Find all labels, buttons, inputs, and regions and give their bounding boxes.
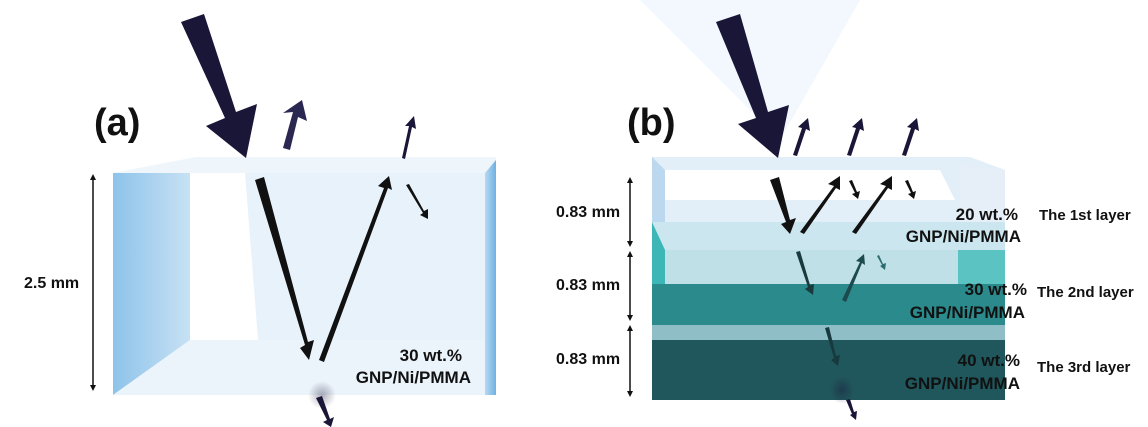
panel-b-label: (b) — [627, 102, 676, 144]
panel-a-label: (a) — [94, 102, 140, 144]
internal-reflection-arrow-b2 — [852, 176, 892, 234]
internal-reflection-arrow-b1 — [800, 176, 840, 234]
layer-2-name: The 2nd layer — [1037, 284, 1134, 301]
layer-2-material-line1: 30 wt.% — [965, 280, 1027, 299]
block-a — [113, 157, 496, 395]
incident-arrow-a — [181, 14, 257, 158]
layer-3-material-line2: GNP/Ni/PMMA — [905, 374, 1020, 393]
layer-2-material-line2: GNP/Ni/PMMA — [910, 303, 1025, 322]
re-reflected-arrow-b1 — [849, 180, 860, 199]
internal-reflection-arrow-a — [319, 176, 392, 362]
re-reflected-arrow-b2 — [905, 180, 916, 199]
layer-3-material-line1: 40 wt.% — [958, 351, 1020, 370]
layer-3-thickness-label: 0.83 mm — [556, 351, 620, 368]
transmitted-arrow-layer2 — [796, 251, 814, 295]
re-reflected-arrow-b3 — [877, 255, 886, 270]
panel-a: (a) 2.5 mm 30 wt.% GNP/Ni/PMMA — [24, 14, 496, 427]
layer-1-material-line2: GNP/Ni/PMMA — [906, 227, 1021, 246]
reflected-arrow-a — [283, 100, 307, 150]
re-reflected-arrow-a — [406, 184, 428, 219]
internal-reflection-arrow-b3 — [842, 254, 865, 302]
layer-1-thickness-label: 0.83 mm — [556, 204, 620, 221]
transmitted-arrow-layer1 — [770, 177, 796, 234]
material-label-a-line1: 30 wt.% — [400, 346, 462, 365]
material-label-a-line2: GNP/Ni/PMMA — [356, 368, 471, 387]
thickness-label-a: 2.5 mm — [24, 275, 79, 292]
exit-reflection-arrow-a — [402, 116, 416, 159]
reflected-arrow-b3 — [902, 118, 919, 156]
transmitted-out-arrow-a — [316, 396, 334, 427]
layer-1-material-line1: 20 wt.% — [956, 205, 1018, 224]
reflected-arrow-b1 — [793, 118, 810, 156]
transmitted-arrow-layer3 — [825, 327, 840, 366]
transmitted-out-arrow-b — [846, 399, 857, 420]
layer-3-name: The 3rd layer — [1037, 359, 1131, 376]
layer-1-name: The 1st layer — [1039, 207, 1131, 224]
layer-2-thickness-label: 0.83 mm — [556, 277, 620, 294]
panel-b: (b) 0.83 mm 0.83 mm 0.83 mm — [556, 0, 1134, 420]
incident-arrow-b — [716, 14, 789, 158]
layer-2-block — [652, 222, 1005, 330]
reflected-arrow-b2 — [847, 118, 864, 156]
transmitted-into-block-arrow-a — [255, 177, 314, 360]
